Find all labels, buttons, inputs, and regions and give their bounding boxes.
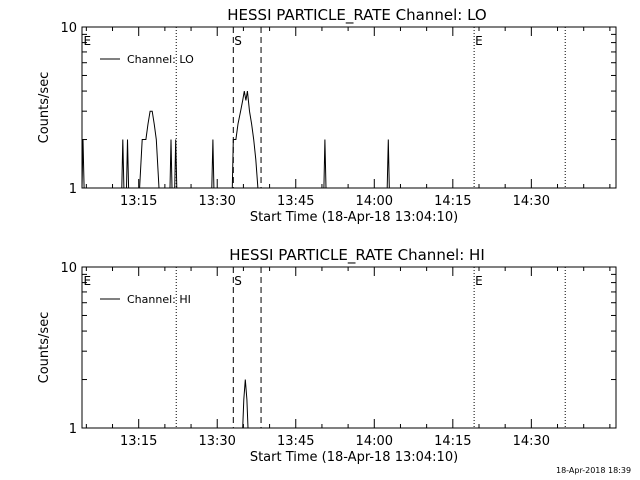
plot-timestamp: 18-Apr-2018 18:39 [556,466,632,475]
panel1-plot-frame [81,26,617,189]
panel2-x-tick-label: 13:30 [198,434,235,449]
panel2-x-tick-label: 13:15 [120,434,157,449]
panel1-x-tick-label: 13:15 [120,194,157,209]
panel2-chart-title: HESSI PARTICLE_RATE Channel: HI [229,246,485,265]
panel2-x-tick-label: 13:45 [277,434,314,449]
panel1-series-line [81,91,390,189]
panel1-x-axis-label: Start Time (18-Apr-18 13:04:10) [250,210,458,225]
panel2-x-tick-label: 14:30 [513,434,550,449]
panel2-legend-label: Channel: HI [127,293,191,306]
panel2-y-tick-label: 10 [60,261,77,276]
panel2-y-axis-label: Counts/sec [37,312,52,384]
panel1-x-tick-label: 14:15 [434,194,471,209]
panel2-x-axis-label: Start Time (18-Apr-18 13:04:10) [250,450,458,465]
panel2-y-tick-label: 1 [69,422,77,437]
panel2-event-marker-label: E [475,274,483,288]
panel1-event-marker-label: S [234,34,242,48]
panel1-chart-title: HESSI PARTICLE_RATE Channel: LO [227,6,486,25]
panel2-event-marker-label: S [234,274,242,288]
panel1-y-tick-label: 1 [69,182,77,197]
panel1-legend-label: Channel: LO [127,53,194,66]
panel2-plot-frame [81,266,617,429]
panel2-x-tick-label: 14:15 [434,434,471,449]
panel1-event-marker-label: E [475,34,483,48]
panel1-x-tick-label: 14:30 [513,194,550,209]
panel1-y-tick-label: 10 [60,21,77,36]
panel2-series-line [242,379,249,429]
panel2-x-tick-label: 14:00 [356,434,393,449]
panel1-x-tick-label: 14:00 [356,194,393,209]
panel1-event-marker-label: E [84,34,92,48]
panel1-x-tick-label: 13:30 [198,194,235,209]
panel1-x-tick-label: 13:45 [277,194,314,209]
panel1-y-axis-label: Counts/sec [37,72,52,144]
panel2-event-marker-label: E [84,274,92,288]
